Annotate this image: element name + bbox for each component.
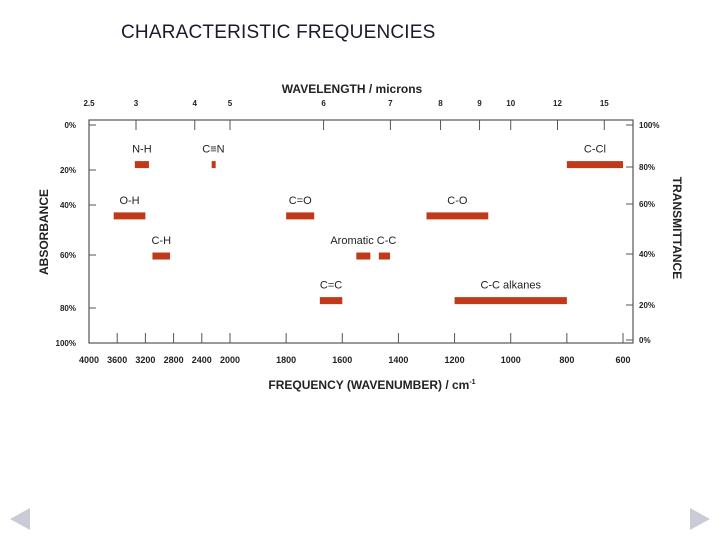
x-tick-label: 1800 (276, 355, 296, 365)
band-bar (152, 252, 171, 260)
top-tick-label: 5 (228, 99, 233, 108)
top-tick-label: 7 (388, 99, 393, 108)
band-bar (454, 297, 567, 305)
right-tick-label: 100% (639, 121, 659, 130)
band-bar (378, 252, 391, 260)
top-tick-label: 3 (134, 99, 139, 108)
band-bar (286, 212, 315, 220)
band-bar (211, 161, 216, 169)
x-tick-label: 1600 (332, 355, 352, 365)
top-tick-label: 10 (506, 99, 515, 108)
top-tick-label: 15 (600, 99, 609, 108)
left-tick-label: 0% (64, 121, 76, 130)
left-tick-label: 80% (60, 304, 76, 313)
x-tick-label: 2800 (164, 355, 184, 365)
wavelength-axis-title: WAVELENGTH / microns (282, 82, 423, 96)
band-label: C-H (151, 235, 171, 247)
band-label: C=O (289, 195, 312, 207)
x-tick-label: 600 (615, 355, 630, 365)
x-tick-label: 2000 (220, 355, 240, 365)
band-label: C-C alkanes (480, 280, 541, 292)
band-label: Aromatic C-C (330, 235, 396, 247)
band-label: C-Cl (584, 144, 606, 156)
frequency-axis-title: FREQUENCY (WAVENUMBER) / cm-1 (268, 378, 475, 392)
band-bar (134, 161, 149, 169)
band-label: O-H (119, 195, 139, 207)
x-tick-label: 1000 (501, 355, 521, 365)
top-tick-label: 9 (477, 99, 482, 108)
triangle-left-icon[interactable] (10, 508, 30, 530)
left-tick-label: 60% (60, 251, 76, 260)
right-tick-label: 60% (639, 200, 655, 209)
band-label: C=C (320, 280, 342, 292)
x-tick-label: 3600 (107, 355, 127, 365)
top-tick-label: 6 (321, 99, 326, 108)
x-tick-label: 4000 (79, 355, 99, 365)
x-tick-label: 3200 (135, 355, 155, 365)
x-tick-label: 2400 (192, 355, 212, 365)
band-bar (426, 212, 489, 220)
left-tick-label: 40% (60, 201, 76, 210)
right-tick-label: 0% (639, 336, 651, 345)
transmittance-axis-title: TRANSMITTANCE (670, 177, 684, 279)
triangle-right-icon[interactable] (690, 508, 710, 530)
page-title: CHARACTERISTIC FREQUENCIES (121, 22, 436, 43)
left-tick-label: 20% (60, 166, 76, 175)
band-bar (356, 252, 371, 260)
band-label: C≡N (202, 144, 224, 156)
x-tick-label: 800 (559, 355, 574, 365)
top-tick-label: 2.5 (83, 99, 95, 108)
band-label: N-H (132, 144, 152, 156)
x-tick-label: 1400 (388, 355, 408, 365)
band-bar (113, 212, 146, 220)
right-tick-label: 80% (639, 163, 655, 172)
plot-frame (88, 119, 634, 344)
band-bar (566, 161, 623, 169)
top-tick-label: 8 (438, 99, 443, 108)
band-label: C-O (447, 195, 468, 207)
right-tick-label: 40% (639, 250, 655, 259)
absorbance-axis-title: ABSORBANCE (37, 189, 51, 275)
left-tick-label: 100% (56, 339, 76, 348)
frequency-axis-superscript: -1 (469, 379, 475, 386)
top-tick-label: 12 (553, 99, 562, 108)
x-tick-label: 1200 (445, 355, 465, 365)
top-tick-label: 4 (193, 99, 198, 108)
right-tick-label: 20% (639, 301, 655, 310)
band-bar (319, 297, 343, 305)
